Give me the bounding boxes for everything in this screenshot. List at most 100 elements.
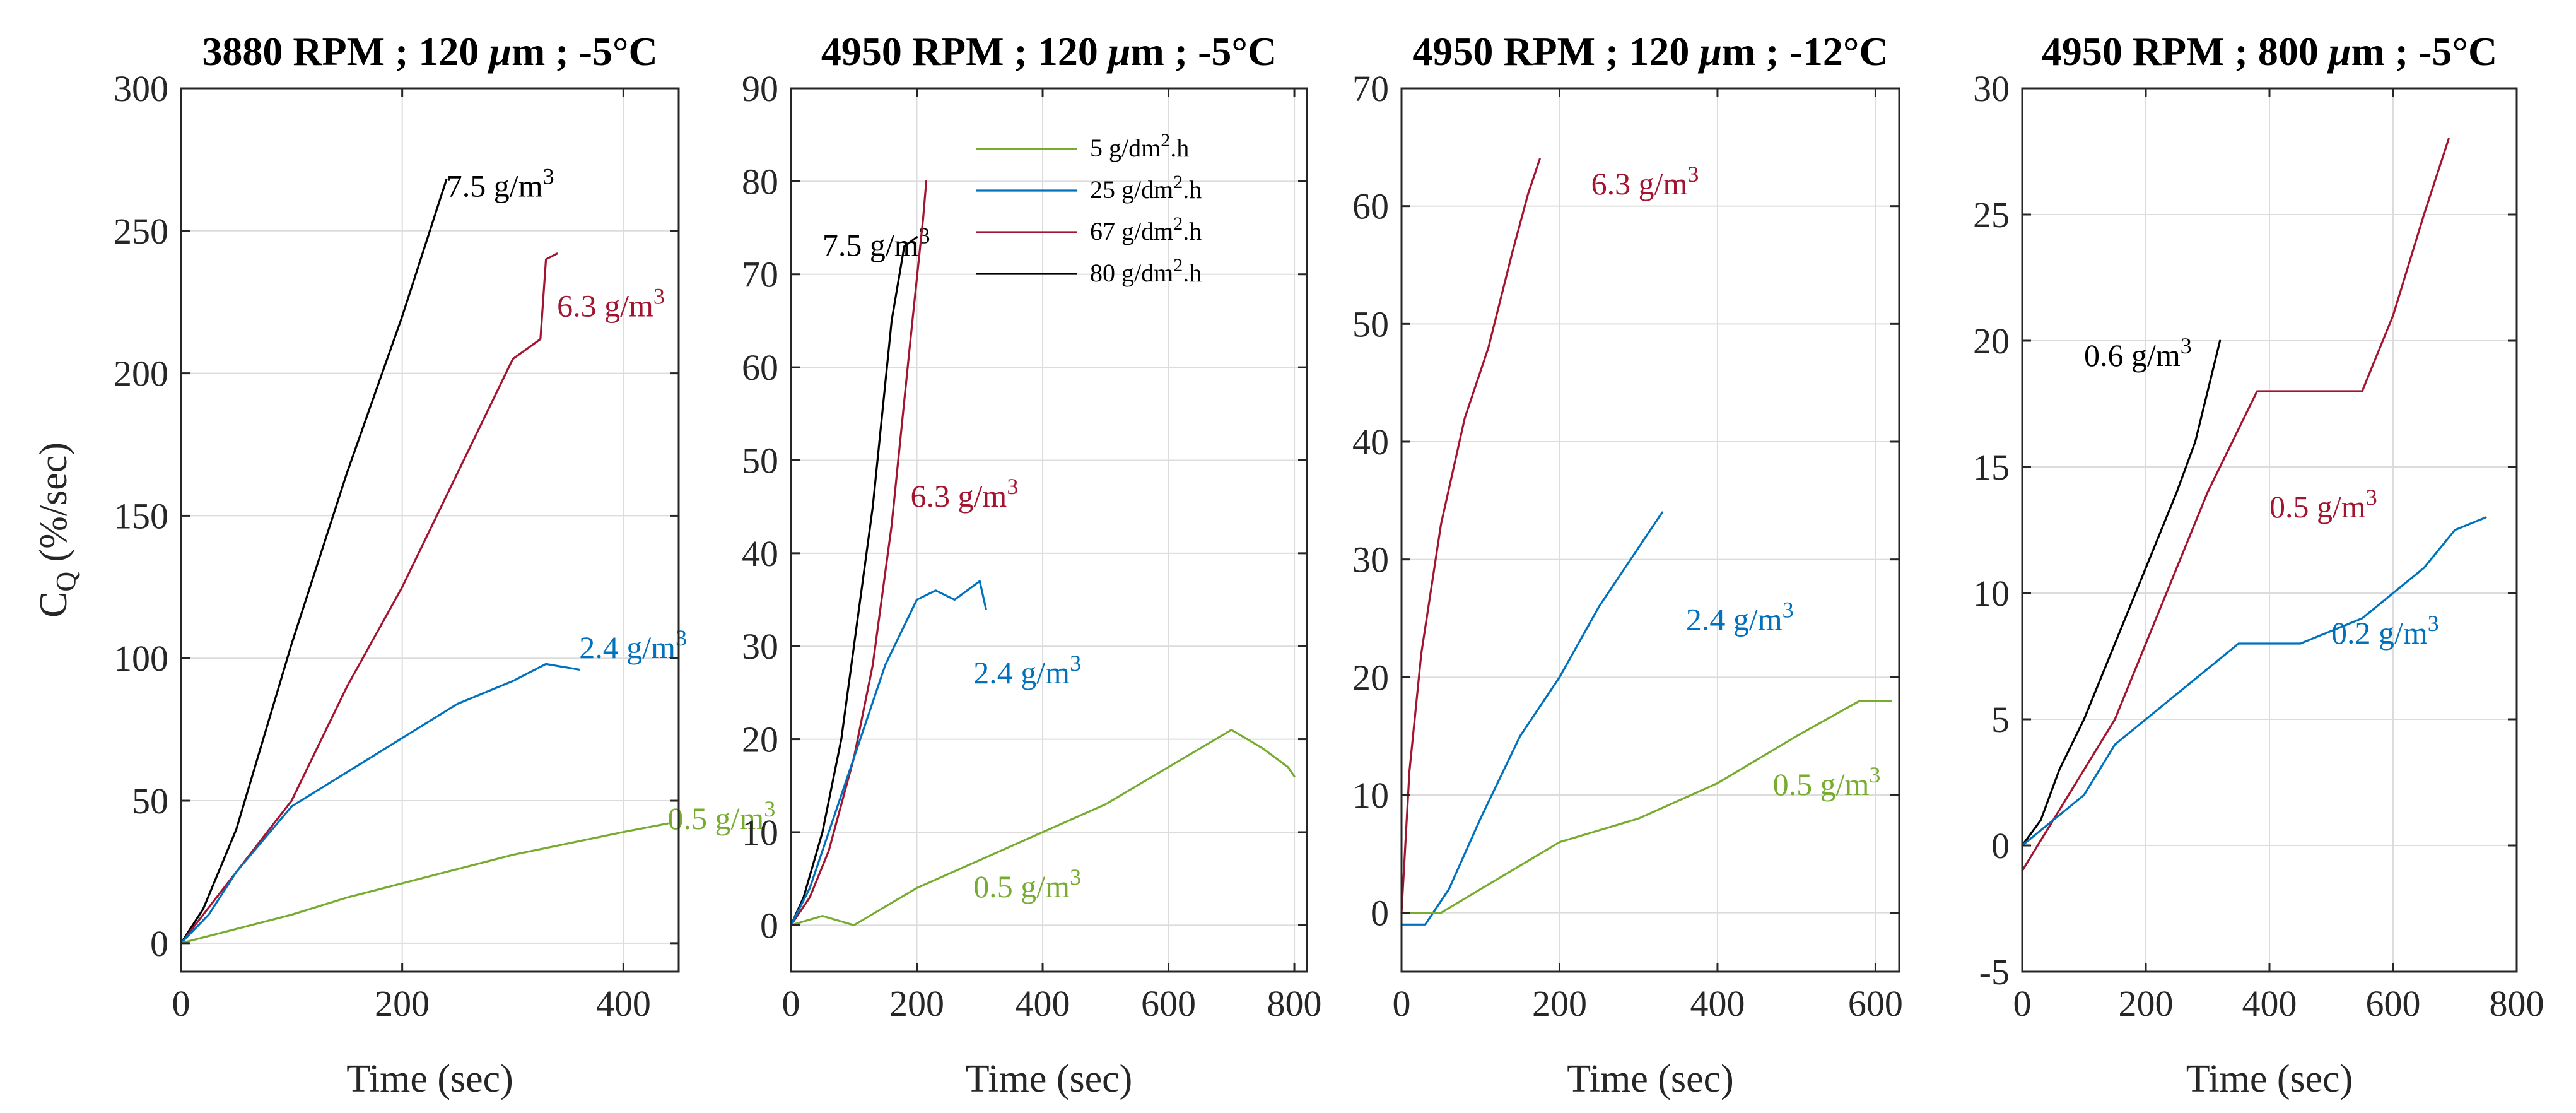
y-tick-label: 70	[1352, 68, 1389, 109]
series-line-1-4	[180, 822, 669, 945]
x-tick-label: 600	[2366, 983, 2421, 1024]
y-tick-label: 20	[742, 719, 778, 760]
series-line-2-3	[790, 580, 987, 926]
axes-frame	[180, 87, 680, 973]
y-tick-label: 30	[1352, 539, 1389, 580]
legend-entry: 67 g/dm2.h	[1090, 213, 1202, 245]
series-label: 6.3 g/m3	[557, 283, 665, 323]
x-tick-label: 200	[2119, 983, 2174, 1024]
series-label: 6.3 g/m3	[1591, 162, 1699, 201]
y-tick-label: 50	[132, 780, 168, 822]
x-axis-label: Time (sec)	[1567, 1057, 1734, 1100]
y-tick-label: 15	[1973, 447, 2010, 488]
y-tick-label: 200	[114, 353, 168, 394]
x-tick-label: 400	[596, 983, 651, 1024]
series-label: 0.5 g/m3	[1773, 762, 1881, 802]
x-tick-label: 0	[782, 983, 800, 1024]
y-tick-label: 10	[1973, 573, 2010, 614]
series-line-1-3	[180, 662, 580, 945]
y-tick-label: 0	[760, 905, 778, 946]
x-tick-label: 600	[1141, 983, 1196, 1024]
series-label: 0.5 g/m3	[667, 796, 775, 836]
series-label: 2.4 g/m3	[973, 651, 1081, 690]
series-line-1-1	[180, 178, 448, 945]
y-tick-label: 150	[114, 495, 168, 536]
series-line-4-1	[2021, 339, 2222, 847]
series-label: 0.2 g/m3	[2331, 611, 2439, 651]
series-line-3-1	[1400, 158, 1541, 914]
x-tick-label: 0	[172, 983, 190, 1024]
x-tick-label: 200	[375, 983, 430, 1024]
series-label: 0.6 g/m3	[2084, 333, 2192, 373]
panel-title: 4950 RPM ; 800 μm ; -5°C	[2042, 29, 2497, 74]
panel-1: 7.5 g/m36.3 g/m32.4 g/m30.5 g/m30 200 4000…	[114, 29, 775, 1100]
y-tick-label: 30	[1973, 68, 2010, 109]
x-axis-label: Time (sec)	[2186, 1057, 2353, 1100]
y-tick-label: 20	[1973, 321, 2010, 362]
series-label: 6.3 g/m3	[911, 474, 1019, 514]
x-tick-label: 400	[1016, 983, 1070, 1024]
legend-entry: 25 g/dm2.h	[1090, 172, 1202, 204]
x-tick-label: 600	[1848, 983, 1903, 1024]
panel-title: 3880 RPM ; 120 μm ; -5°C	[202, 29, 657, 74]
series-label: 2.4 g/m3	[1686, 598, 1794, 637]
panel-4: 0.6 g/m30.5 g/m30.2 g/m30 200 400 600 800-50…	[1973, 29, 2544, 1100]
y-tick-label: 50	[1352, 303, 1389, 344]
series-line-3-3	[1400, 700, 1893, 914]
panel-2: 7.5 g/m36.3 g/m32.4 g/m30.5 g/m30 200 400 6…	[742, 29, 1322, 1100]
y-tick-label: 5	[1991, 699, 2010, 740]
x-axis-label: Time (sec)	[346, 1057, 513, 1100]
x-tick-label: 200	[889, 983, 944, 1024]
x-tick-label: 400	[1690, 983, 1745, 1024]
x-tick-label: 800	[1267, 983, 1322, 1024]
series-line-2-4	[790, 729, 1296, 926]
series-label: 0.5 g/m3	[2269, 485, 2377, 524]
x-axis-label: Time (sec)	[966, 1057, 1133, 1100]
x-tick-label: 0	[2013, 983, 2032, 1024]
y-tick-label: 10	[1352, 775, 1389, 816]
y-tick-label: 20	[1352, 657, 1389, 698]
y-tick-label: 60	[742, 347, 778, 388]
panel-3: 6.3 g/m3 2.4 g/m3 0.5 g/m3 0 200 400 600 0 10 20 3…	[1352, 29, 1903, 1100]
panel-title: 4950 RPM ; 120 μm ; -12°C	[1412, 29, 1888, 74]
legend-entry: 5 g/dm2.h	[1090, 130, 1189, 162]
y-tick-label: 10	[742, 812, 778, 853]
series-label: 2.4 g/m3	[579, 625, 687, 665]
legend: 5 g/dm2.h 25 g/dm2.h 67 g/dm2.h 80 g/dm2.h	[976, 130, 1202, 287]
y-tick-label: 250	[114, 211, 168, 252]
series-line-4-2	[2021, 138, 2450, 872]
series-line-4-3	[2021, 516, 2487, 847]
axes-frame	[790, 87, 1308, 973]
axes-frame	[1400, 87, 1900, 973]
y-tick-label: 60	[1352, 186, 1389, 227]
y-tick-label: 30	[742, 626, 778, 667]
y-tick-label: 40	[1352, 421, 1389, 462]
series-line-1-2	[180, 252, 558, 945]
y-tick-label: 25	[1973, 194, 2010, 235]
series-line-2-1	[790, 236, 918, 926]
series-label: 7.5 g/m3	[447, 164, 554, 204]
y-tick-label: 50	[742, 440, 778, 481]
y-tick-label: 0	[1991, 825, 2010, 866]
series-label: 0.5 g/m3	[973, 864, 1081, 904]
y-tick-label: -5	[1979, 951, 2010, 992]
series-label: 7.5 g/m3	[823, 223, 930, 262]
y-tick-label: 40	[742, 533, 778, 574]
x-tick-label: 0	[1393, 983, 1411, 1024]
series-line-2-2	[790, 180, 928, 926]
legend-entry: 80 g/dm2.h	[1090, 255, 1202, 287]
y-tick-label: 0	[150, 923, 168, 964]
y-tick-label: 0	[1371, 893, 1389, 934]
x-tick-label: 200	[1532, 983, 1587, 1024]
y-tick-label: 300	[114, 68, 168, 109]
x-tick-label: 400	[2242, 983, 2297, 1024]
y-axis-label: CQ (%/sec)	[32, 442, 81, 618]
y-tick-label: 100	[114, 638, 168, 679]
y-tick-label: 90	[742, 68, 778, 109]
x-tick-label: 800	[2490, 983, 2544, 1024]
y-tick-label: 70	[742, 254, 778, 295]
panel-title: 4950 RPM ; 120 μm ; -5°C	[821, 29, 1277, 74]
y-tick-label: 80	[742, 161, 778, 202]
series-line-3-2	[1400, 511, 1663, 926]
